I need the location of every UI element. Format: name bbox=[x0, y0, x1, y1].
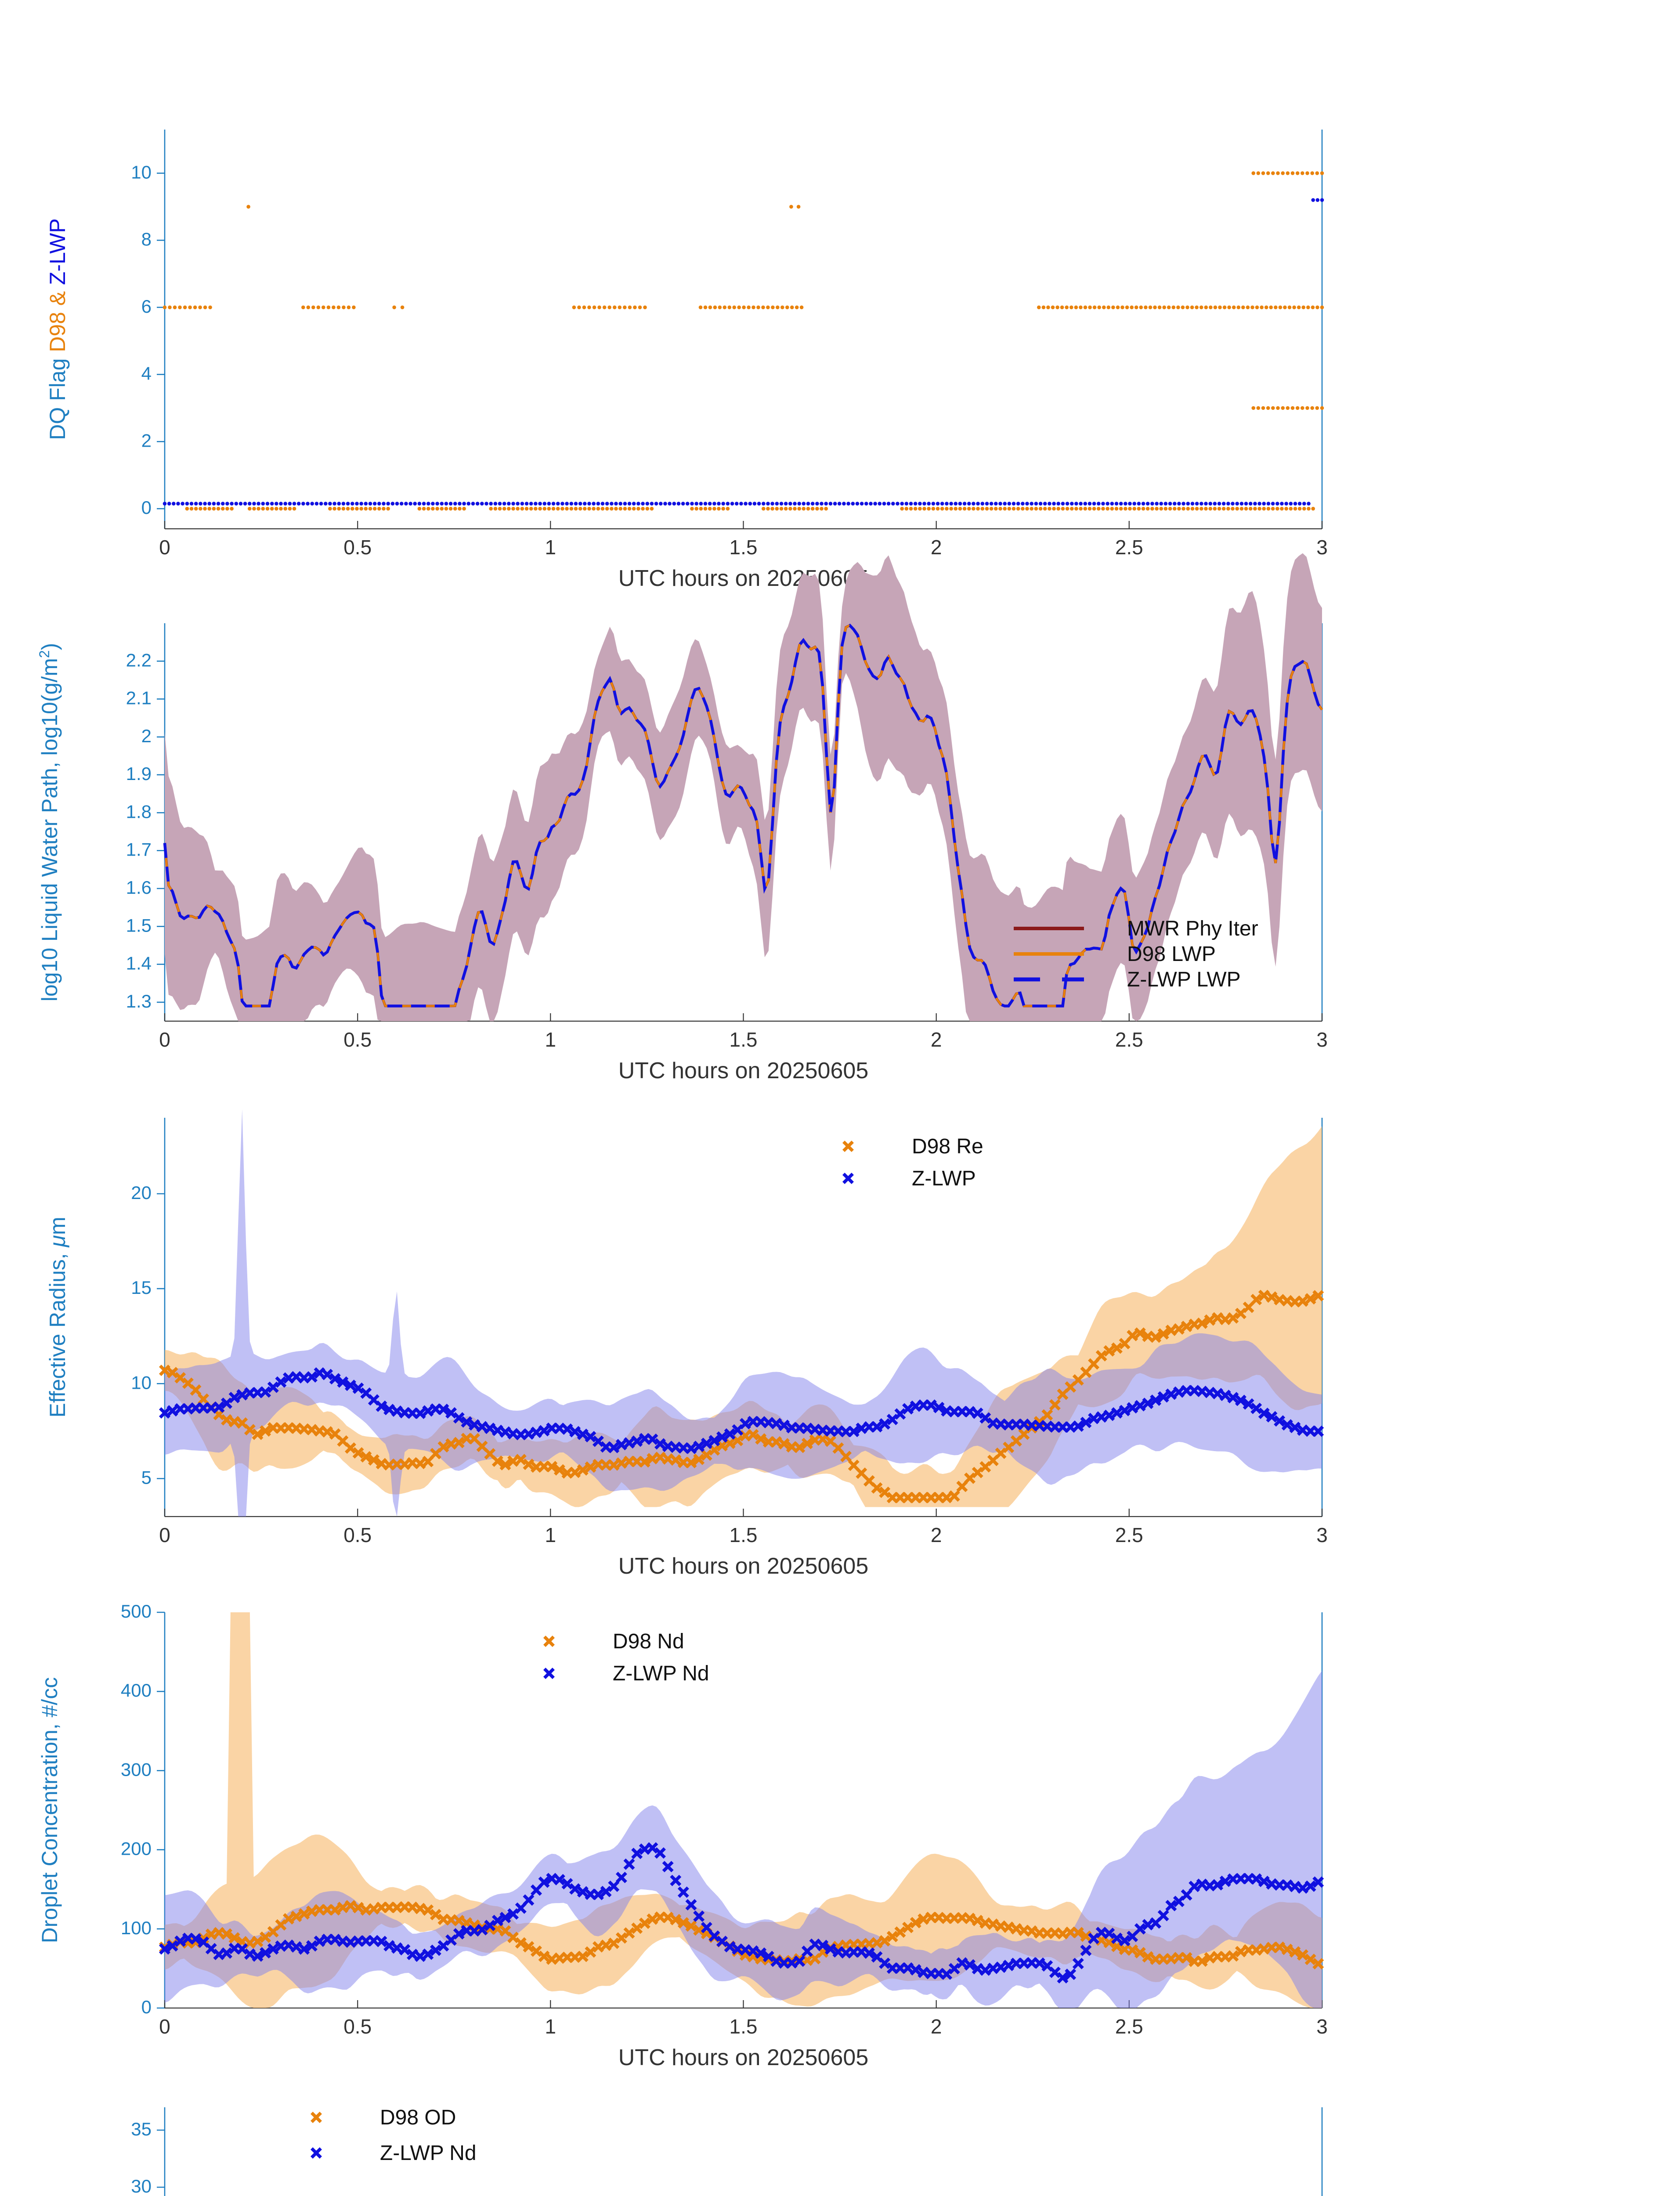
svg-text:1.7: 1.7 bbox=[126, 839, 152, 860]
svg-text:UTC hours on 20250605: UTC hours on 20250605 bbox=[618, 1058, 869, 1084]
svg-text:2.5: 2.5 bbox=[1115, 1028, 1143, 1051]
svg-text:D98 Nd: D98 Nd bbox=[613, 1630, 684, 1653]
svg-text:2: 2 bbox=[931, 1028, 942, 1051]
svg-text:1: 1 bbox=[545, 1028, 556, 1051]
svg-text:2.1: 2.1 bbox=[126, 688, 152, 708]
svg-text:35: 35 bbox=[131, 2119, 152, 2139]
svg-text:1.5: 1.5 bbox=[730, 1524, 758, 1546]
svg-text:4: 4 bbox=[141, 363, 152, 384]
svg-text:1.5: 1.5 bbox=[730, 536, 758, 559]
svg-text:log10 Liquid Water Path, log10: log10 Liquid Water Path, log10(g/m2) bbox=[36, 643, 62, 1001]
svg-text:Z-LWP Nd: Z-LWP Nd bbox=[380, 2142, 477, 2165]
svg-text:3: 3 bbox=[1316, 1028, 1328, 1051]
svg-text:2: 2 bbox=[931, 2015, 942, 2038]
svg-text:UTC hours on 20250605: UTC hours on 20250605 bbox=[618, 1553, 869, 1579]
svg-text:UTC hours on 20250605: UTC hours on 20250605 bbox=[618, 566, 869, 591]
svg-text:Droplet Concentration, #/cc: Droplet Concentration, #/cc bbox=[37, 1677, 62, 1943]
svg-text:10: 10 bbox=[131, 1372, 152, 1393]
svg-text:0: 0 bbox=[159, 1524, 170, 1546]
svg-text:0.5: 0.5 bbox=[343, 1028, 372, 1051]
svg-text:0: 0 bbox=[159, 1028, 170, 1051]
svg-text:1.8: 1.8 bbox=[126, 801, 152, 822]
svg-text:0.5: 0.5 bbox=[343, 2015, 372, 2038]
svg-text:3: 3 bbox=[1316, 1524, 1328, 1546]
svg-text:2: 2 bbox=[931, 1524, 942, 1546]
svg-text:MWR Phy Iter: MWR Phy Iter bbox=[1127, 917, 1258, 940]
svg-text:1.5: 1.5 bbox=[730, 2015, 758, 2038]
svg-text:500: 500 bbox=[121, 1601, 152, 1622]
svg-text:5: 5 bbox=[141, 1467, 152, 1488]
svg-text:6: 6 bbox=[141, 296, 152, 317]
svg-text:300: 300 bbox=[121, 1759, 152, 1780]
svg-text:400: 400 bbox=[121, 1680, 152, 1701]
svg-text:UTC hours on 20250605: UTC hours on 20250605 bbox=[618, 2045, 869, 2070]
svg-text:200: 200 bbox=[121, 1838, 152, 1859]
svg-text:2.5: 2.5 bbox=[1115, 536, 1143, 559]
svg-text:3: 3 bbox=[1316, 2015, 1328, 2038]
svg-text:D98 OD: D98 OD bbox=[380, 2106, 456, 2129]
svg-text:2.5: 2.5 bbox=[1115, 2015, 1143, 2038]
svg-text:1.3: 1.3 bbox=[126, 991, 152, 1011]
svg-text:0: 0 bbox=[159, 536, 170, 559]
svg-text:0: 0 bbox=[141, 1997, 152, 2017]
svg-text:0: 0 bbox=[159, 2015, 170, 2038]
svg-text:1.9: 1.9 bbox=[126, 763, 152, 784]
svg-text:15: 15 bbox=[131, 1277, 152, 1298]
svg-text:20: 20 bbox=[131, 1182, 152, 1203]
svg-text:100: 100 bbox=[121, 1918, 152, 1938]
svg-text:2.2: 2.2 bbox=[126, 650, 152, 670]
svg-text:Z-LWP: Z-LWP bbox=[912, 1167, 976, 1190]
svg-text:Z-LWP LWP: Z-LWP LWP bbox=[1127, 968, 1241, 991]
svg-text:2: 2 bbox=[141, 726, 152, 746]
svg-text:D98 LWP: D98 LWP bbox=[1127, 943, 1216, 966]
svg-text:0.5: 0.5 bbox=[343, 1524, 372, 1546]
svg-text:8: 8 bbox=[141, 229, 152, 249]
svg-text:D98 Re: D98 Re bbox=[912, 1135, 983, 1158]
svg-text:1: 1 bbox=[545, 536, 556, 559]
svg-text:2.5: 2.5 bbox=[1115, 1524, 1143, 1546]
svg-text:Z-LWP Nd: Z-LWP Nd bbox=[613, 1662, 709, 1685]
svg-text:0.5: 0.5 bbox=[343, 536, 372, 559]
svg-text:2: 2 bbox=[931, 536, 942, 559]
svg-text:1.4: 1.4 bbox=[126, 953, 152, 974]
svg-text:DQ Flag D98 & Z-LWP: DQ Flag D98 & Z-LWP bbox=[45, 218, 70, 440]
svg-text:3: 3 bbox=[1316, 536, 1328, 559]
svg-text:30: 30 bbox=[131, 2176, 152, 2196]
svg-text:Effective Radius, μm: Effective Radius, μm bbox=[45, 1217, 70, 1417]
svg-text:1.5: 1.5 bbox=[126, 915, 152, 935]
svg-text:10: 10 bbox=[131, 162, 152, 182]
svg-text:1: 1 bbox=[545, 2015, 556, 2038]
svg-text:0: 0 bbox=[141, 497, 152, 518]
svg-text:1: 1 bbox=[545, 1524, 556, 1546]
svg-text:1.5: 1.5 bbox=[730, 1028, 758, 1051]
svg-text:1.6: 1.6 bbox=[126, 877, 152, 898]
svg-text:2: 2 bbox=[141, 430, 152, 451]
